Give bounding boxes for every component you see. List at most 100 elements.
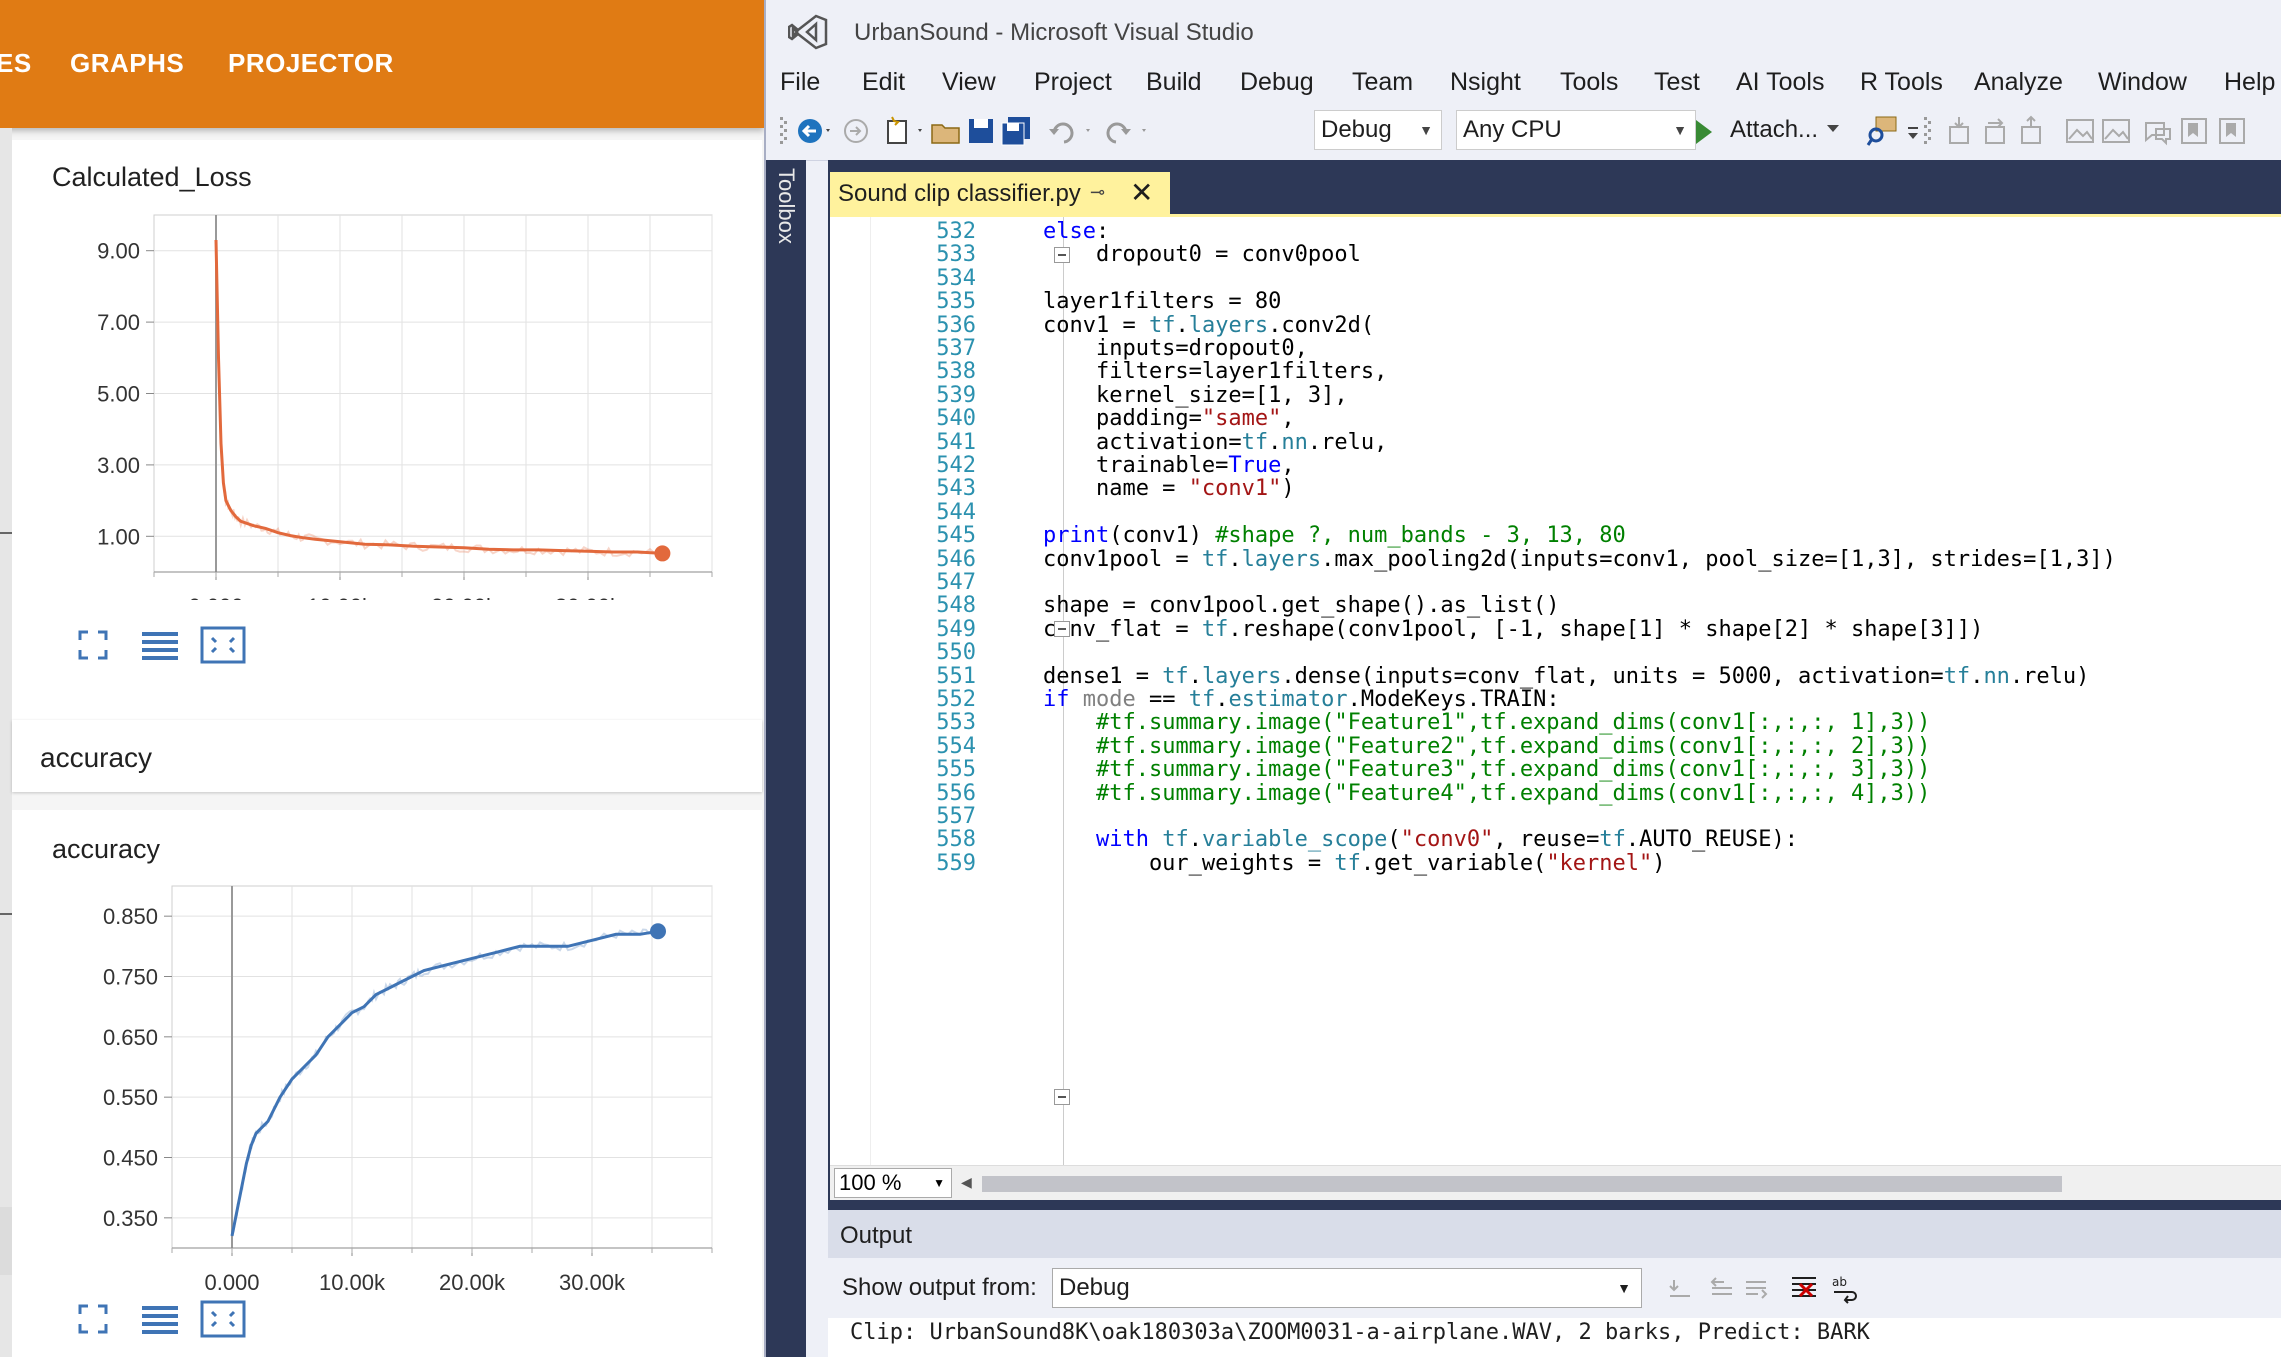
code-line[interactable]: conv1 = tf.layers.conv2d( [990, 312, 1375, 338]
pin-icon[interactable]: ⊸ [1090, 182, 1106, 202]
tab-images[interactable]: ES [0, 48, 32, 78]
save-icon[interactable] [966, 115, 996, 147]
menu-r-tools[interactable]: R Tools [1860, 68, 1943, 96]
comment-icon[interactable] [2142, 115, 2174, 147]
series-line[interactable] [230, 929, 659, 1237]
menu-test[interactable]: Test [1654, 68, 1700, 96]
open-file-icon[interactable] [930, 115, 962, 147]
find-message-icon[interactable] [1664, 1272, 1696, 1309]
accuracy-group-header[interactable]: accuracy [12, 720, 762, 792]
bookmark-icon[interactable] [2216, 115, 2248, 147]
series-endpoint[interactable] [654, 545, 671, 562]
loss-chart[interactable]: 9.00 7.00 5.00 3.00 1.00 0.000 10.00k 20.00k 30.… [12, 140, 762, 600]
tab-projector[interactable]: PROJECTOR [228, 48, 394, 78]
solution-configuration-select[interactable]: Debug ▼ [1314, 110, 1442, 150]
code-line[interactable]: with tf.variable_scope("conv0", reuse=tf… [1095, 827, 1799, 853]
toolbar-grip-icon[interactable] [780, 115, 788, 147]
word-wrap-icon[interactable]: ab [1830, 1272, 1862, 1309]
new-project-icon[interactable] [882, 115, 926, 147]
collapse-icon[interactable] [1054, 621, 1070, 637]
code-line[interactable]: trainable=True, [990, 453, 1295, 478]
code-line[interactable]: kernel_size=[1, 3], [990, 382, 1348, 408]
list-icon[interactable] [142, 1304, 178, 1339]
code-line[interactable]: our_weights = tf.get_variable("kernel") [990, 850, 1666, 876]
code-line[interactable]: padding="same", [990, 406, 1295, 432]
code-line[interactable]: #tf.summary.image("Feature3",tf.expand_d… [1095, 757, 1931, 783]
menu-analyze[interactable]: Analyze [1974, 68, 2063, 96]
solution-platform-select[interactable]: Any CPU ▼ [1456, 110, 1696, 150]
code-line[interactable]: else: [1042, 219, 1110, 244]
code-line[interactable]: conv_flat = tf.reshape(conv1pool, [-1, s… [990, 616, 1984, 642]
line-number: 551 [936, 663, 976, 689]
series-line[interactable] [214, 239, 663, 555]
list-icon[interactable] [142, 630, 178, 665]
redo-icon[interactable] [1102, 115, 1152, 147]
code-line[interactable]: name = "conv1") [990, 476, 1295, 502]
menu-help[interactable]: Help [2224, 68, 2276, 96]
chevron-down-icon[interactable] [1826, 122, 1840, 154]
scroll-left-icon[interactable]: ◀ [961, 1174, 972, 1190]
fullscreen-icon[interactable] [78, 1304, 108, 1339]
toolbox-sidebar[interactable] [766, 160, 806, 1357]
code-line[interactable]: filters=layer1filters, [990, 359, 1388, 385]
toolbox-tab[interactable]: Toolbox [774, 168, 799, 244]
code-line[interactable]: #tf.summary.image("Feature2",tf.expand_d… [1095, 733, 1931, 759]
code-line[interactable]: activation=tf.nn.relu, [990, 429, 1388, 455]
menu-tools[interactable]: Tools [1560, 68, 1619, 96]
overflow-icon[interactable] [1906, 115, 1920, 147]
menu-file[interactable]: File [780, 68, 821, 96]
code-line[interactable]: #tf.summary.image("Feature1",tf.expand_d… [1095, 710, 1931, 736]
collapse-icon[interactable] [1054, 247, 1070, 263]
undo-icon[interactable] [1046, 115, 1096, 147]
close-icon[interactable]: ✕ [1130, 177, 1154, 208]
attach-button[interactable]: Attach... [1730, 116, 1819, 143]
code-editor[interactable]: 532 533 534 535 536 537 538 539 540 541 542 543 544 5… [830, 217, 2281, 1165]
step-into-icon[interactable] [1944, 115, 1976, 147]
menu-view[interactable]: View [942, 68, 996, 96]
menu-ai-tools[interactable]: AI Tools [1736, 68, 1825, 96]
menu-nsight[interactable]: Nsight [1450, 68, 1521, 96]
code-line[interactable]: inputs=dropout0, [990, 336, 1308, 361]
code-line[interactable]: layer1filters = 80 [990, 289, 1282, 315]
tab-graphs[interactable]: GRAPHS [70, 48, 185, 78]
code-line[interactable]: if mode == tf.estimator.ModeKeys.TRAIN: [1042, 687, 1560, 712]
clear-all-icon[interactable] [1788, 1272, 1820, 1309]
menu-window[interactable]: Window [2098, 68, 2187, 96]
bookmark-icon[interactable] [2178, 115, 2210, 147]
editor-tab-sound-clip-classifier[interactable]: Sound clip classifier.py ⊸ ✕ [830, 172, 1170, 216]
horizontal-scrollbar-thumb[interactable] [982, 1176, 2062, 1192]
code-line[interactable]: dense1 = tf.layers.dense(inputs=conv_fla… [990, 663, 2090, 689]
menu-build[interactable]: Build [1146, 68, 1202, 96]
navigate-forward-icon[interactable] [842, 115, 872, 147]
menu-team[interactable]: Team [1352, 68, 1414, 96]
code-line[interactable]: conv1pool = tf.layers.max_pooling2d(inpu… [990, 546, 2116, 572]
previous-message-icon[interactable] [1708, 1272, 1740, 1309]
code-line[interactable]: print(conv1) #shape ?, num_bands - 3, 13… [1042, 523, 1626, 549]
accuracy-chart[interactable]: 0.850 0.750 0.650 0.550 0.450 0.350 0.000 10.00… [12, 810, 762, 1290]
menu-debug[interactable]: Debug [1240, 68, 1314, 96]
step-out-icon[interactable] [2016, 115, 2048, 147]
collapse-icon[interactable] [1054, 1089, 1070, 1105]
output-text-area[interactable]: Clip: UrbanSound8K\oak180303a\ZOOM0031-a… [828, 1318, 2281, 1357]
next-message-icon[interactable] [1742, 1272, 1774, 1309]
menu-project[interactable]: Project [1034, 68, 1112, 96]
fit-domain-icon[interactable] [200, 626, 246, 669]
save-all-icon[interactable] [1000, 115, 1034, 147]
menu-edit[interactable]: Edit [862, 68, 906, 96]
find-in-files-icon[interactable] [1866, 115, 1900, 147]
code-line[interactable]: shape = conv1pool.get_shape().as_list() [990, 593, 1560, 619]
series-endpoint[interactable] [650, 923, 666, 940]
image-icon[interactable] [2064, 115, 2096, 147]
step-over-icon[interactable] [1980, 115, 2012, 147]
toolbar-grip-icon[interactable] [1924, 115, 1932, 147]
image-icon[interactable] [2100, 115, 2132, 147]
code-line[interactable]: dropout0 = conv0pool [990, 242, 1361, 268]
start-debug-icon[interactable] [1694, 118, 1714, 150]
navigate-back-icon[interactable] [796, 115, 832, 147]
zoom-select[interactable]: 100 % ▼ [834, 1168, 952, 1198]
fullscreen-icon[interactable] [78, 630, 108, 665]
fit-domain-icon[interactable] [200, 1300, 246, 1343]
code-line[interactable]: #tf.summary.image("Feature4",tf.expand_d… [1095, 780, 1931, 806]
output-source-select[interactable]: Debug ▼ [1052, 1268, 1642, 1308]
editor-tab-label: Sound clip classifier.py [838, 180, 1081, 207]
